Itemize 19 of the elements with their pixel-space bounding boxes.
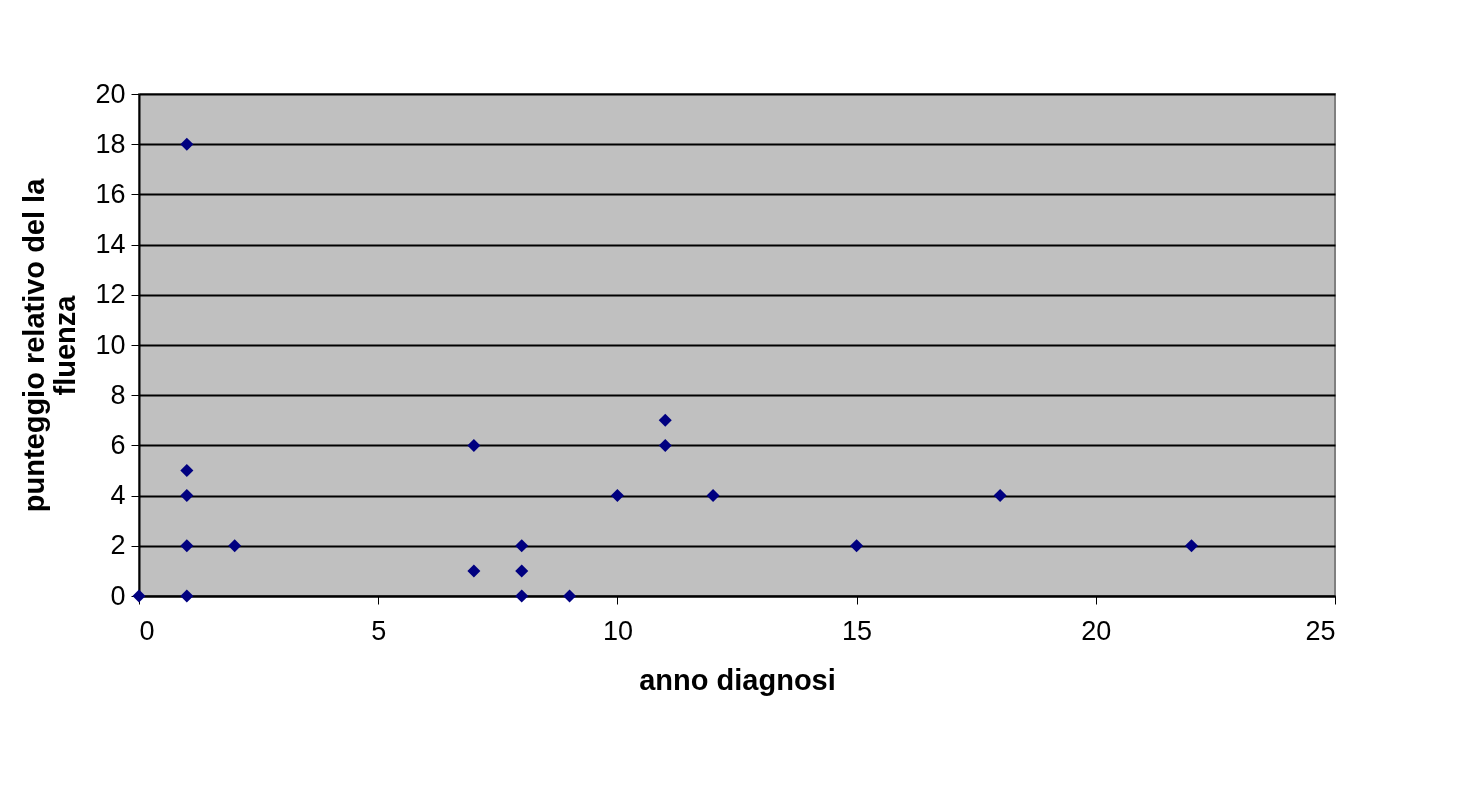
x-tick-label: 15	[842, 615, 873, 646]
x-tick-label: 25	[1305, 615, 1336, 646]
y-tick-label: 4	[110, 480, 126, 511]
y-tick-label: 12	[95, 279, 126, 310]
y-tick-label: 2	[110, 530, 126, 561]
x-axis-title: anno diagnosi	[639, 663, 836, 696]
y-tick-label: 6	[110, 429, 126, 460]
x-tick-label: 0	[139, 615, 155, 646]
y-tick-label: 0	[110, 580, 126, 611]
y-tick-label: 16	[95, 178, 126, 209]
x-tick-label: 10	[602, 615, 633, 646]
y-axis-title: punteggio relativo del la fluenza	[18, 177, 82, 513]
y-tick-label: 10	[95, 329, 126, 360]
y-tick-label: 8	[110, 379, 126, 410]
x-tick-label: 5	[371, 615, 387, 646]
y-tick-label: 18	[95, 128, 126, 159]
x-tick-label: 20	[1081, 615, 1112, 646]
y-tick-label: 14	[95, 229, 126, 260]
y-tick-label: 20	[95, 78, 126, 109]
